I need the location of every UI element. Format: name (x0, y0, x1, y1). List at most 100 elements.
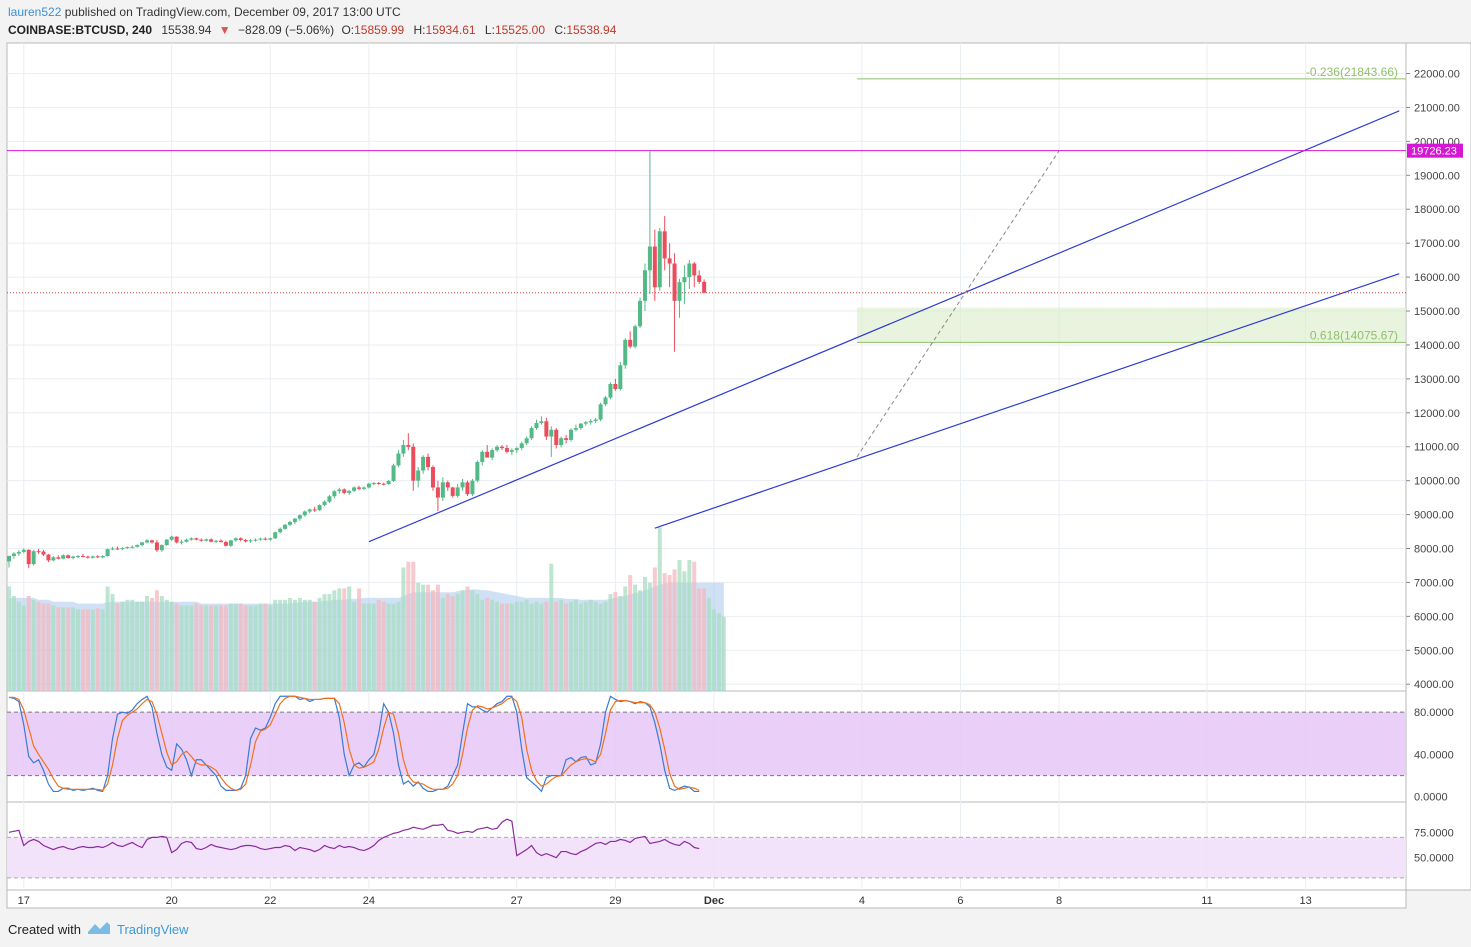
candle-body (416, 470, 421, 481)
candle-body (228, 540, 233, 546)
volume-bar (692, 561, 697, 691)
volume-bar (583, 601, 588, 691)
volume-bar (391, 603, 396, 691)
volume-bar (100, 609, 105, 691)
candle-body (347, 490, 352, 493)
candle-body (302, 511, 307, 516)
candle-body (628, 339, 633, 347)
volume-bar (529, 603, 534, 691)
volume-bar (721, 616, 726, 691)
candle-body (421, 456, 426, 471)
volume-bar (672, 569, 677, 691)
candle-body (386, 480, 391, 485)
candle-body (539, 421, 544, 423)
volume-bars (7, 527, 726, 691)
candle-body (366, 483, 371, 488)
volume-bar (312, 601, 317, 691)
price-tick-label: 5000.00 (1414, 645, 1454, 657)
candle-body (623, 339, 628, 366)
stoch-band (7, 712, 1406, 776)
candle-body (534, 422, 539, 429)
candle-body (642, 270, 647, 301)
price-tick-label: 16000.00 (1414, 272, 1460, 284)
time-axis[interactable] (6, 889, 1407, 909)
volume-bar (588, 599, 593, 691)
candle-body (66, 555, 71, 559)
candle-body (56, 557, 61, 559)
candle-body (406, 445, 411, 447)
stochastic-indicator (7, 695, 1406, 793)
candle-body (243, 540, 248, 542)
candle-body (110, 548, 115, 550)
candle-body (214, 540, 219, 542)
candle-body (297, 515, 302, 519)
candle-body (504, 448, 509, 452)
volume-bar (199, 605, 204, 691)
candle-body (702, 281, 707, 293)
volume-bar (509, 603, 514, 691)
candle-body (455, 487, 460, 496)
candle-body (204, 539, 209, 541)
volume-bar (677, 559, 682, 691)
volume-bar (411, 561, 416, 691)
candle-body (130, 546, 135, 548)
volume-bar (623, 586, 628, 691)
author-link[interactable]: lauren522 (8, 5, 62, 19)
candle-body (238, 538, 243, 541)
channel-upper-line (368, 110, 1400, 543)
volume-bar (386, 603, 391, 691)
rsi-indicator (7, 818, 1406, 879)
candle-body (682, 277, 687, 283)
volume-bar (475, 594, 480, 691)
candle-body (460, 482, 465, 488)
candle-body (376, 483, 381, 485)
candle-body (371, 483, 376, 485)
candle-body (357, 487, 362, 489)
volume-bar (140, 601, 145, 691)
candle-body (105, 549, 110, 556)
price-axis[interactable] (1405, 42, 1471, 891)
volume-bar (283, 599, 288, 691)
stoch-tick-label: 80.0000 (1414, 707, 1454, 719)
volume-bar (702, 588, 707, 691)
stoch-tick-label: 40.0000 (1414, 749, 1454, 761)
candle-body (120, 548, 125, 550)
volume-bar (307, 599, 312, 691)
footer-tradingview-link[interactable]: TradingView (117, 922, 189, 937)
volume-bar (154, 590, 159, 691)
volume-bar (396, 601, 401, 691)
volume-bar (85, 609, 90, 691)
candle-body (361, 487, 366, 489)
candle-body (322, 501, 327, 506)
candle-body (164, 539, 169, 546)
volume-bar (657, 527, 662, 691)
volume-bar (667, 575, 672, 691)
candle-body (317, 505, 322, 511)
drawing-tools (7, 110, 1406, 543)
candle-body (100, 555, 105, 558)
time-tick-label: 4 (859, 895, 865, 907)
candle-body (445, 482, 450, 488)
candle-body (71, 556, 76, 559)
volume-bar (455, 594, 460, 691)
volume-bar (16, 601, 21, 691)
volume-bar (613, 592, 618, 691)
fib-level-label: 0.618(14075.67) (1310, 328, 1398, 342)
volume-bar (169, 601, 174, 691)
time-tick-label: Dec (704, 895, 724, 907)
candle-body (677, 282, 682, 301)
candle-body (223, 542, 228, 546)
candle-body (401, 445, 406, 454)
candle-body (647, 246, 652, 271)
candle-body (608, 383, 613, 398)
candle-body (396, 453, 401, 466)
candle-body (46, 554, 51, 561)
open-label: O: (341, 23, 354, 37)
candle-body (288, 522, 293, 525)
candle-body (672, 263, 677, 301)
high-label: H: (414, 23, 426, 37)
price-tick-label: 15000.00 (1414, 306, 1460, 318)
rsi-band (7, 837, 1406, 878)
volume-bar (430, 590, 435, 691)
stoch-tick-label: 0.0000 (1414, 792, 1448, 804)
